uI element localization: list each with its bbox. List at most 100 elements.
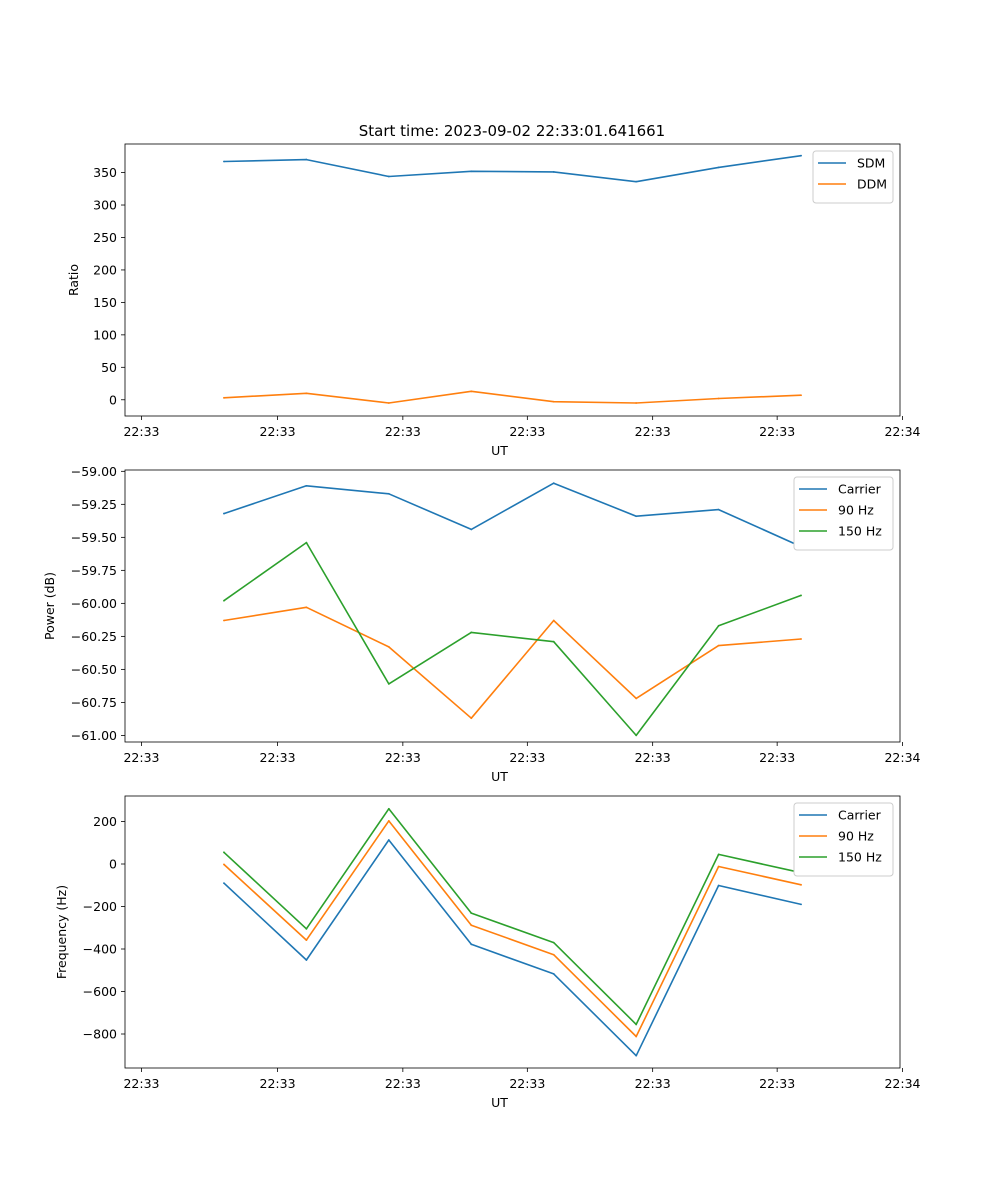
y-tick-label: 100 xyxy=(93,327,117,342)
x-tick-label: 22:33 xyxy=(509,1076,545,1091)
x-tick-label: 22:33 xyxy=(123,750,159,765)
data-point xyxy=(470,924,473,927)
data-point xyxy=(305,158,308,161)
data-point xyxy=(717,865,720,868)
data-point xyxy=(635,180,638,183)
x-tick-label: 22:34 xyxy=(884,750,920,765)
data-point xyxy=(717,853,720,856)
data-point xyxy=(223,599,225,602)
data-point xyxy=(552,482,555,485)
x-tick-label: 22:33 xyxy=(759,424,795,439)
data-point xyxy=(470,717,473,720)
chart-panel-2: 22:33 22:33 22:33 22:33 22:33 22:33 22:34 UT −61… xyxy=(42,464,921,784)
data-point xyxy=(223,882,225,885)
series-line-150-hz xyxy=(223,807,802,1026)
figure-title: Start time: 2023-09-02 22:33:01.641661 xyxy=(359,122,665,140)
data-point xyxy=(717,884,720,887)
legend-label: DDM xyxy=(857,177,887,192)
data-point xyxy=(305,939,308,941)
data-point xyxy=(223,396,225,399)
y-tick-label: 300 xyxy=(93,198,117,213)
data-point xyxy=(635,402,638,404)
data-point xyxy=(552,941,555,944)
data-point xyxy=(223,851,225,854)
y-axis-label: Power (dB) xyxy=(42,572,57,640)
y-tick-label: −600 xyxy=(83,984,117,999)
data-point xyxy=(552,953,555,956)
data-point xyxy=(552,619,555,622)
x-tick-label: 22:33 xyxy=(385,424,421,439)
data-point xyxy=(635,1023,638,1026)
data-point xyxy=(717,624,720,627)
y-tick-label: −60.50 xyxy=(71,662,117,677)
y-tick-label: −59.00 xyxy=(71,464,117,479)
data-point xyxy=(717,397,720,400)
data-point xyxy=(305,484,308,487)
data-point xyxy=(223,863,225,866)
x-tick-label: 22:34 xyxy=(884,424,920,439)
data-point xyxy=(305,927,308,930)
data-point xyxy=(387,819,390,822)
x-tick-label: 22:33 xyxy=(260,424,296,439)
series-line-carrier xyxy=(223,482,802,548)
data-point xyxy=(470,170,473,173)
data-point xyxy=(800,154,802,157)
y-tick-label: −200 xyxy=(83,899,117,914)
y-axis-label: Frequency (Hz) xyxy=(54,885,69,979)
data-point xyxy=(635,697,638,700)
data-point xyxy=(387,175,390,178)
data-point xyxy=(717,166,720,169)
data-point xyxy=(800,903,802,906)
data-point xyxy=(800,883,802,886)
y-tick-label: 0 xyxy=(109,392,117,407)
series-line-carrier xyxy=(223,839,802,1057)
series-line-150-hz xyxy=(223,541,802,737)
data-point xyxy=(717,508,720,511)
data-point xyxy=(305,959,308,961)
data-point xyxy=(223,619,225,622)
y-tick-label: 200 xyxy=(93,262,117,277)
legend: SDM DDM xyxy=(812,150,894,204)
x-tick-label: 22:33 xyxy=(385,750,421,765)
data-point xyxy=(635,734,638,737)
data-point xyxy=(387,646,390,648)
data-point xyxy=(387,683,390,685)
legend-label: SDM xyxy=(857,156,885,171)
series-line-ddm xyxy=(223,390,802,404)
data-point xyxy=(800,594,802,597)
data-point xyxy=(635,515,638,518)
y-tick-label: 50 xyxy=(101,360,117,375)
x-tick-label: 22:33 xyxy=(385,1076,421,1091)
x-tick-label: 22:33 xyxy=(123,1076,159,1091)
series-line-90-hz xyxy=(223,606,802,720)
data-point xyxy=(470,943,473,946)
x-tick-label: 22:33 xyxy=(635,1076,671,1091)
legend: Carrier 90 Hz 150 Hz xyxy=(793,802,894,877)
x-tick-label: 22:33 xyxy=(759,1076,795,1091)
y-tick-label: 200 xyxy=(93,814,117,829)
data-point xyxy=(387,402,390,404)
x-tick-label: 22:33 xyxy=(260,1076,296,1091)
x-tick-label: 22:33 xyxy=(759,750,795,765)
data-point xyxy=(470,631,473,634)
legend-label: 150 Hz xyxy=(838,524,882,539)
y-tick-label: −59.50 xyxy=(71,530,117,545)
data-point xyxy=(387,839,390,841)
data-point xyxy=(717,644,720,647)
y-tick-label: −61.00 xyxy=(71,728,117,743)
x-tick-label: 22:33 xyxy=(123,424,159,439)
y-tick-label: −400 xyxy=(83,942,117,957)
data-point xyxy=(552,972,555,975)
chart-panel-3: 22:33 22:33 22:33 22:33 22:33 22:33 22:34 UT −80… xyxy=(54,795,921,1110)
y-tick-label: 0 xyxy=(109,857,117,872)
plot-frame xyxy=(124,143,901,417)
data-point xyxy=(387,492,390,495)
y-tick-label: 150 xyxy=(93,295,117,310)
legend-label: 90 Hz xyxy=(838,829,874,844)
x-tick-label: 22:33 xyxy=(260,750,296,765)
y-tick-label: −800 xyxy=(83,1027,117,1042)
data-point xyxy=(635,1054,638,1057)
chart-panel-1: 22:33 22:33 22:33 22:33 22:33 22:33 22:34 UT 0 50… xyxy=(66,143,921,458)
data-point xyxy=(470,912,473,914)
